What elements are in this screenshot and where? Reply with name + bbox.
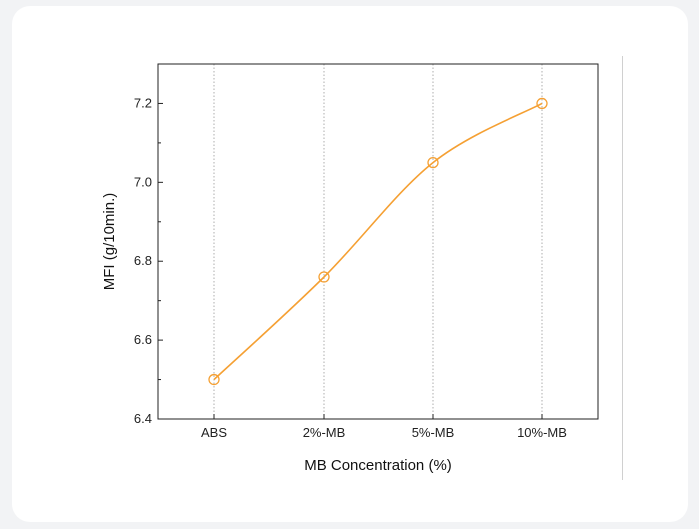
grid-lines xyxy=(213,64,543,419)
y-tick-label: 6.8 xyxy=(134,253,152,268)
x-axis-title: MB Concentration (%) xyxy=(304,457,452,474)
series-markers xyxy=(208,97,548,386)
data-point xyxy=(427,156,439,169)
y-axis-title: MFI (g/10min.) xyxy=(101,193,118,291)
y-tick-label: 7.0 xyxy=(134,174,152,189)
figure-card xyxy=(12,6,688,522)
x-axis-ticks: ABS 2%-MB 5%-MB 10%-MB xyxy=(201,414,567,440)
series-line xyxy=(213,102,543,381)
x-tick-label: 5%-MB xyxy=(412,425,455,440)
plot-frame xyxy=(157,63,599,420)
divider-line xyxy=(622,56,623,480)
data-point xyxy=(536,97,548,110)
data-point xyxy=(318,271,330,283)
y-tick-label: 7.2 xyxy=(134,95,152,110)
x-tick-label: 2%-MB xyxy=(303,425,346,440)
x-tick-label: 10%-MB xyxy=(517,425,567,440)
x-tick-label: ABS xyxy=(201,425,227,440)
y-axis-ticks: 6.4 6.6 6.8 7.0 7.2 xyxy=(134,95,163,426)
data-point xyxy=(208,373,220,386)
y-tick-label: 6.4 xyxy=(134,411,152,426)
y-tick-label: 6.6 xyxy=(134,332,152,347)
